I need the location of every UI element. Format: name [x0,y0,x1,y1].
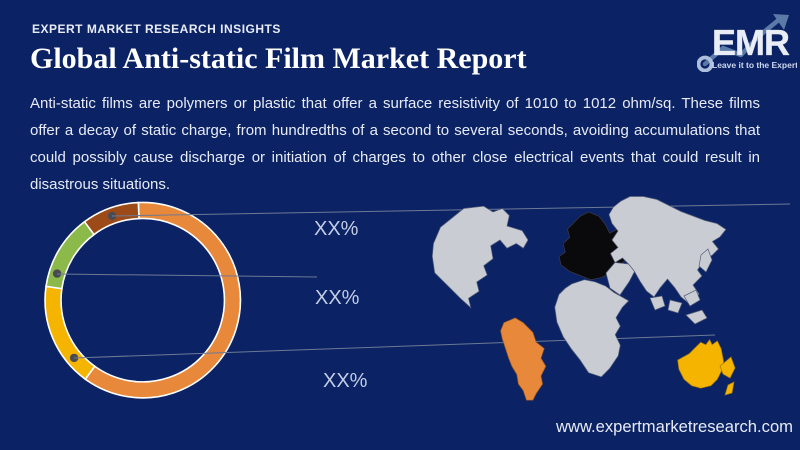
svg-text:EMR: EMR [712,22,790,63]
svg-text:Leave it to the Experts!: Leave it to the Experts! [712,60,797,70]
